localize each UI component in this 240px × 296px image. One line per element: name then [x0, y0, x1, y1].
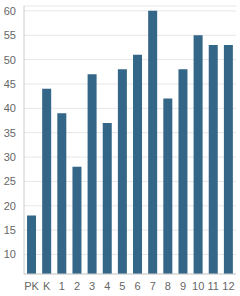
svg-text:55: 55	[8, 29, 16, 41]
svg-text:7: 7	[150, 280, 156, 292]
svg-text:30: 30	[8, 151, 16, 163]
svg-text:60: 60	[8, 5, 16, 17]
svg-text:35: 35	[8, 127, 16, 139]
svg-text:5: 5	[119, 280, 125, 292]
svg-text:1: 1	[59, 280, 65, 292]
svg-text:10: 10	[8, 248, 16, 260]
svg-text:40: 40	[8, 102, 16, 114]
svg-text:2: 2	[74, 280, 80, 292]
svg-text:10: 10	[192, 280, 204, 292]
svg-text:45: 45	[8, 78, 16, 90]
svg-text:50: 50	[8, 54, 16, 66]
svg-text:K: K	[43, 280, 51, 292]
svg-text:4: 4	[104, 280, 110, 292]
svg-text:3: 3	[89, 280, 95, 292]
svg-text:6: 6	[135, 280, 141, 292]
svg-text:11: 11	[208, 280, 219, 292]
svg-text:25: 25	[8, 175, 16, 187]
svg-text:PK: PK	[24, 280, 39, 292]
svg-text:8: 8	[165, 280, 171, 292]
svg-text:12: 12	[222, 280, 232, 292]
svg-text:15: 15	[8, 224, 16, 236]
svg-text:20: 20	[8, 200, 16, 212]
svg-text:9: 9	[180, 280, 186, 292]
